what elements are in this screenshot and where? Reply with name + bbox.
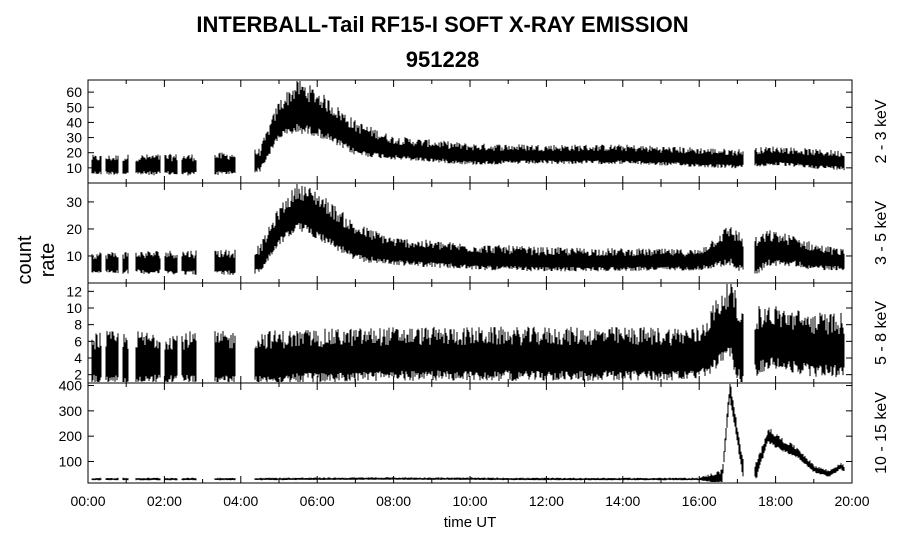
band-label: 10 - 15 keV bbox=[873, 392, 890, 474]
chart-subtitle: 951228 bbox=[405, 47, 480, 72]
y-tick-label: 2 bbox=[74, 367, 82, 383]
y-tick-label: 10 bbox=[66, 300, 82, 316]
y-tick-label: 8 bbox=[74, 317, 82, 333]
x-tick-label: 02:00 bbox=[147, 493, 182, 509]
y-tick-label: 30 bbox=[66, 194, 82, 210]
y-tick-label: 400 bbox=[59, 378, 83, 394]
x-tick-label: 00:00 bbox=[70, 493, 105, 509]
x-tick-label: 10:00 bbox=[452, 493, 487, 509]
x-tick-label: 06:00 bbox=[300, 493, 335, 509]
x-tick-label: 04:00 bbox=[223, 493, 258, 509]
y-tick-label: 100 bbox=[59, 453, 83, 469]
band-label: 3 - 5 keV bbox=[873, 201, 890, 265]
x-tick-label: 18:00 bbox=[758, 493, 793, 509]
x-tick-label: 20:00 bbox=[834, 493, 869, 509]
y-tick-label: 30 bbox=[66, 130, 82, 146]
series-5-8keV bbox=[91, 284, 845, 382]
x-axis-label: time UT bbox=[443, 514, 497, 531]
y-tick-label: 4 bbox=[74, 350, 82, 366]
y-tick-label: 60 bbox=[66, 84, 82, 100]
y-tick-label: 6 bbox=[74, 333, 82, 349]
y-tick-label: 12 bbox=[66, 283, 82, 299]
panel-frame bbox=[87, 182, 853, 284]
panel-frame bbox=[87, 79, 853, 184]
x-tick-label: 08:00 bbox=[376, 493, 411, 509]
y-tick-label: 10 bbox=[66, 160, 82, 176]
chart-title: INTERBALL-Tail RF15-I SOFT X-RAY EMISSIO… bbox=[196, 12, 689, 37]
x-tick-label: 12:00 bbox=[529, 493, 564, 509]
y-tick-label: 300 bbox=[59, 403, 83, 419]
band-label: 2 - 3 keV bbox=[873, 99, 890, 163]
series-2-3keV bbox=[91, 81, 845, 176]
series-10-15keV bbox=[91, 384, 845, 482]
y-tick-label: 40 bbox=[66, 114, 82, 130]
y-tick-label: 10 bbox=[66, 248, 82, 264]
x-tick-label: 16:00 bbox=[682, 493, 717, 509]
band-label: 5 - 8 keV bbox=[873, 301, 890, 365]
y-tick-label: 20 bbox=[66, 221, 82, 237]
y-tick-label: 200 bbox=[59, 428, 83, 444]
x-tick-label: 14:00 bbox=[605, 493, 640, 509]
series-3-5keV bbox=[91, 184, 845, 275]
y-tick-label: 50 bbox=[66, 99, 82, 115]
y-tick-label: 20 bbox=[66, 145, 82, 161]
